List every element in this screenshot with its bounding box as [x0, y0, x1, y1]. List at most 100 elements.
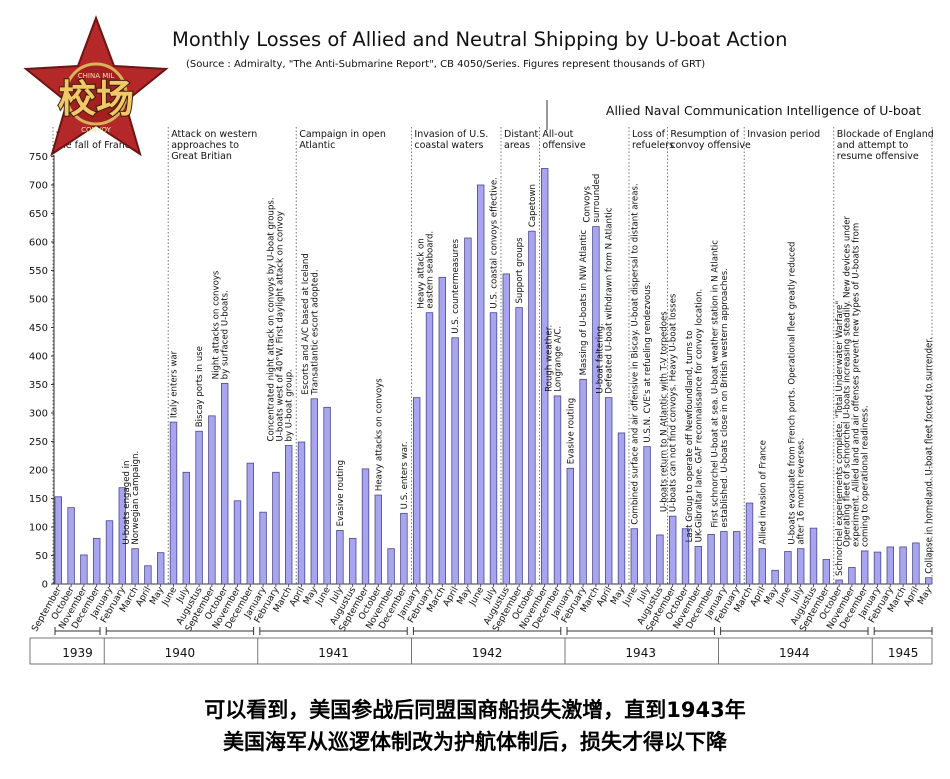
phase-label: Atlantic [299, 140, 335, 151]
bar [566, 467, 574, 585]
bar [605, 397, 613, 585]
annotation-text: Concentrated night attack on convoys by … [266, 197, 276, 441]
chart-area: 0 50 100 150 200 250 300 350 400 450 500 550 600 650 7… [23, 15, 935, 665]
annotation-text: Combined surface and air offensive in Bi… [630, 183, 640, 524]
chart-svg: 0 50 100 150 200 250 300 350 400 450 500 550 600 650 7… [29, 100, 935, 665]
phase-label: approaches to [171, 140, 239, 151]
bar [630, 528, 638, 585]
annotation-text: Evasive routing [336, 460, 346, 526]
annotation-text: experiment. Allied land and air offenses… [852, 223, 862, 547]
annotation-text: Operating fleet of schnorchel U-boats in… [842, 215, 852, 546]
bar [400, 512, 408, 585]
annotation-text: by surfaced U-boats. [221, 290, 231, 379]
y-tick-label: 100 [29, 523, 48, 534]
bar [912, 542, 920, 585]
logo-text-bottom: CONVOY [81, 126, 111, 134]
annotation-text: U.S.N. CVE's at refueling rendezvous. [643, 282, 653, 442]
bar [502, 273, 510, 585]
annotation-text: First schnorchel U-boat at sea. U-boat w… [711, 240, 721, 528]
bar [515, 307, 523, 585]
annotation-text: by U-boat group. [285, 369, 295, 441]
annotation-text: Transatlantic escort adopted. [310, 269, 320, 395]
phase-label: convoy offensive [670, 140, 751, 151]
phase-label: Invasion period [747, 129, 820, 140]
annotation-text: established. U-boats close in on British… [720, 268, 730, 528]
year-label: 1940 [165, 646, 196, 660]
y-tick-label: 750 [29, 152, 48, 163]
bar [797, 548, 805, 585]
bar [272, 471, 280, 585]
annotation-text: Norwegian campaign. [131, 451, 141, 545]
phase-banner: Allied Naval Communication Intelligence … [606, 103, 921, 118]
bar [387, 548, 395, 585]
bar [144, 565, 152, 585]
bar [809, 527, 818, 585]
caption-block: 可以看到，美国参战后同盟国商船损失激增，直到1943年 美国海军从巡逻体制改为护… [0, 684, 950, 779]
y-tick-label: 450 [29, 323, 48, 334]
bar [784, 551, 792, 585]
annotation-text: surrounded [592, 174, 602, 223]
phase-label: All-out [542, 129, 573, 140]
bar [464, 237, 472, 585]
annotation-text: U-boats return to N Atlantic with T-V to… [660, 311, 670, 512]
logo: CHINA MIL 校场 CONVOY [23, 15, 169, 157]
annotation-text: Evasive routing [566, 398, 576, 464]
bar [758, 548, 766, 585]
annotation-text: Schnorchel experiements complete. "Total… [835, 301, 845, 576]
year-label: 1945 [888, 646, 919, 660]
bar [489, 312, 498, 585]
annotation-text: Heavy attacks on convoys [374, 378, 384, 491]
caption-line-2: 美国海军从巡逻体制改为护航体制后，损失才得以下降 [223, 730, 727, 754]
bar [259, 511, 267, 585]
bar [733, 531, 741, 585]
annotation-text: U.S. enters war. [400, 441, 410, 509]
phase-label: Resumption of [670, 129, 739, 140]
year-label: 1942 [472, 646, 503, 660]
annotation-text: Biscay ports in use [195, 346, 205, 427]
bar [643, 446, 651, 585]
bar [67, 507, 75, 585]
y-tick-label: 350 [29, 380, 48, 391]
bar [195, 430, 203, 585]
bar [208, 415, 216, 585]
bar [233, 500, 242, 585]
y-tick-label: 50 [35, 551, 48, 562]
bar [246, 462, 254, 585]
bar [745, 502, 754, 585]
annotation-text: Convoys [583, 185, 593, 222]
y-tick-label: 550 [29, 266, 48, 277]
bar [310, 398, 318, 585]
annotation-text: Defeated U-boat withdrawn from N Atlanti… [605, 207, 615, 393]
phase-label: Attack on western [171, 129, 257, 140]
annotation-text: U-boats can not find convoys. Heavy U-bo… [669, 293, 679, 512]
bar [848, 567, 856, 585]
bar [476, 184, 485, 585]
bar [656, 534, 664, 585]
annotation-text: U.S. countermeasures [451, 238, 461, 333]
annotation-text: U-boats engaged in [122, 460, 132, 544]
phase-label: areas [504, 140, 530, 151]
bar [694, 545, 702, 585]
bar [899, 546, 907, 585]
bar [182, 471, 190, 585]
y-tick-label: 400 [29, 352, 48, 363]
annotation-text: Heavy attack on [416, 238, 426, 308]
phase-label: and attempt to [837, 140, 909, 151]
bar [553, 395, 562, 585]
annotation-text: coming to operational readiness. [861, 405, 871, 547]
bar [131, 548, 139, 585]
bar [451, 337, 459, 585]
phase-label: offensive [542, 140, 585, 151]
bar [528, 230, 536, 585]
bar [284, 445, 293, 585]
logo-text-top: CHINA MIL [78, 72, 115, 80]
phase-label: Campaign in open [299, 129, 386, 140]
bar [220, 382, 229, 585]
annotation-text: U-boats evacuate from French ports. Oper… [788, 241, 798, 544]
logo-text-main: 校场 [58, 77, 134, 121]
annotation-text: Longrange A/C. [554, 326, 564, 392]
y-tick-label: 700 [29, 181, 48, 192]
annotation-text: Massing of U-boats in NW Atlantic [579, 230, 589, 376]
logo-ring-icon [64, 62, 128, 126]
year-label: 1944 [779, 646, 810, 660]
